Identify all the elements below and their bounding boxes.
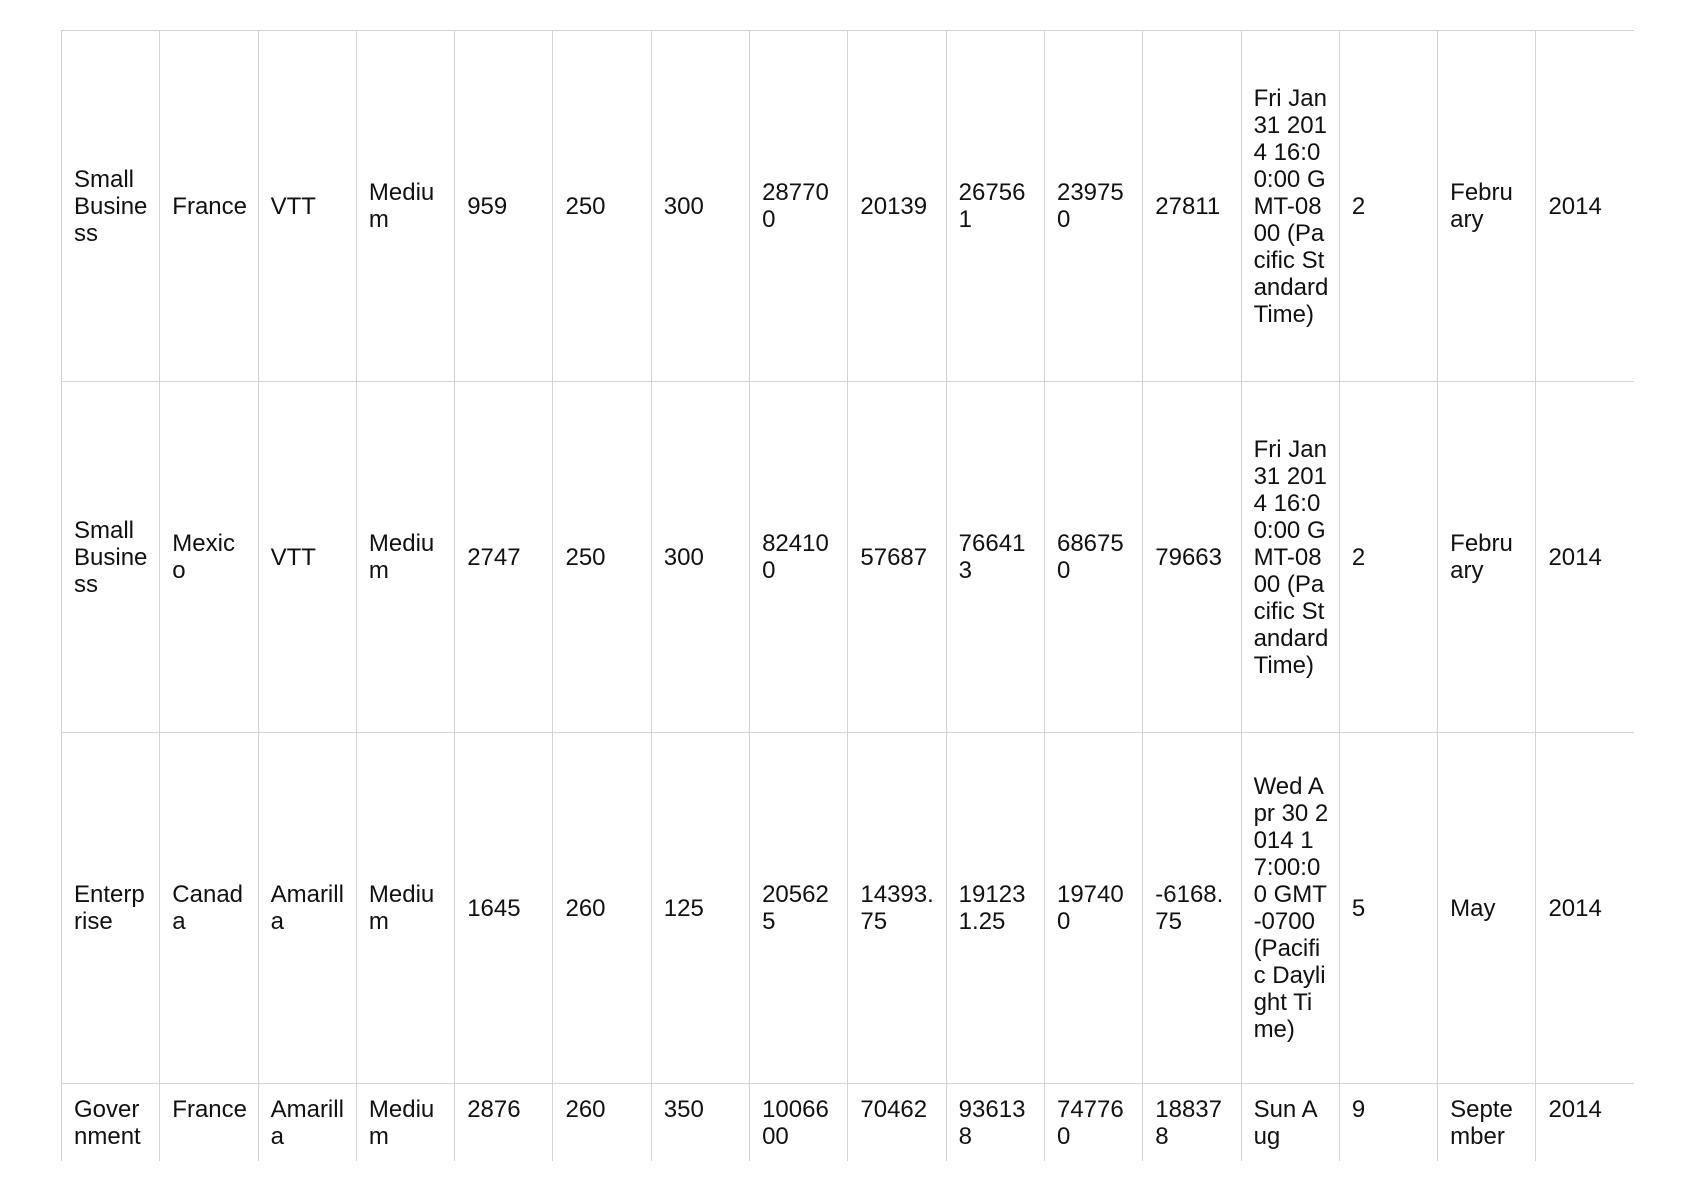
table-cell: 300	[650, 30, 751, 382]
table-cell: 239750	[1043, 30, 1144, 382]
table-cell: France	[159, 1083, 259, 1161]
table-cell: May	[1437, 732, 1537, 1084]
table-cell: 197400	[1043, 732, 1144, 1084]
table-cell: 125	[650, 732, 751, 1084]
table-cell: 70462	[847, 1083, 947, 1161]
table-row: Small Business Mexico VTT Medium 2747 25…	[61, 381, 1634, 733]
table-cell: VTT	[257, 381, 357, 733]
table-cell: Medium	[355, 30, 456, 382]
table-cell: 205625	[749, 732, 849, 1084]
table-cell: Government	[61, 1083, 161, 1161]
table-row: Small Business France VTT Medium 959 250…	[61, 30, 1634, 382]
table-cell: Fri Jan 31 2014 16:00:00 GMT-0800 (Pacif…	[1240, 30, 1340, 382]
table-cell: 2876	[454, 1083, 554, 1161]
table-cell: 350	[650, 1083, 751, 1161]
table-cell: Fri Jan 31 2014 16:00:00 GMT-0800 (Pacif…	[1240, 381, 1340, 733]
table-cell: Canada	[159, 732, 259, 1084]
table-cell: Small Business	[61, 30, 161, 382]
table-cell: Medium	[355, 381, 456, 733]
table-cell: 2014	[1535, 732, 1634, 1084]
table-cell: 747760	[1043, 1083, 1144, 1161]
table-cell: 1645	[454, 732, 554, 1084]
table-cell: 936138	[945, 1083, 1045, 1161]
table-cell: 9	[1338, 1083, 1439, 1161]
table-cell: Enterprise	[61, 732, 161, 1084]
table-cell: 686750	[1043, 381, 1144, 733]
table-cell: 2014	[1535, 1083, 1634, 1161]
table-cell: Sun Aug	[1240, 1083, 1340, 1161]
table-cell: Medium	[355, 1083, 456, 1161]
table-cell: 1006600	[749, 1083, 849, 1161]
table-cell: February	[1437, 381, 1537, 733]
table-cell: 2014	[1535, 381, 1634, 733]
table-cell: 766413	[945, 381, 1045, 733]
table-cell: 267561	[945, 30, 1045, 382]
table-cell: Wed Apr 30 2014 17:00:00 GMT-0700 (Pacif…	[1240, 732, 1340, 1084]
table-cell: -6168.75	[1142, 732, 1242, 1084]
table-cell: 2014	[1535, 30, 1634, 382]
table-row: Government France Amarilla Medium 2876 2…	[61, 1083, 1634, 1161]
table-cell: 79663	[1142, 381, 1242, 733]
data-table-container: Small Business France VTT Medium 959 250…	[61, 30, 1634, 1161]
table-cell: 260	[552, 732, 652, 1084]
table-cell: Medium	[355, 732, 456, 1084]
table-cell: 2	[1338, 30, 1439, 382]
table-cell: 57687	[847, 381, 947, 733]
table-cell: 191231.25	[945, 732, 1045, 1084]
table-cell: February	[1437, 30, 1537, 382]
table-row: Enterprise Canada Amarilla Medium 1645 2…	[61, 732, 1634, 1084]
table-cell: 27811	[1142, 30, 1242, 382]
table-cell: 250	[552, 30, 652, 382]
table-cell: 287700	[749, 30, 849, 382]
table-cell: 300	[650, 381, 751, 733]
table-cell: 20139	[847, 30, 947, 382]
data-table: Small Business France VTT Medium 959 250…	[61, 30, 1634, 1161]
table-cell: Small Business	[61, 381, 161, 733]
table-cell: 260	[552, 1083, 652, 1161]
table-cell: 188378	[1142, 1083, 1242, 1161]
table-cell: 824100	[749, 381, 849, 733]
table-cell: 959	[454, 30, 554, 382]
table-cell: 2	[1338, 381, 1439, 733]
table-cell: 250	[552, 381, 652, 733]
table-cell: September	[1437, 1083, 1537, 1161]
table-cell: 14393.75	[847, 732, 947, 1084]
table-cell: Mexico	[159, 381, 259, 733]
table-cell: Amarilla	[257, 732, 357, 1084]
table-cell: France	[159, 30, 259, 382]
table-cell: VTT	[257, 30, 357, 382]
table-cell: 5	[1338, 732, 1439, 1084]
table-cell: 2747	[454, 381, 554, 733]
table-cell: Amarilla	[257, 1083, 357, 1161]
